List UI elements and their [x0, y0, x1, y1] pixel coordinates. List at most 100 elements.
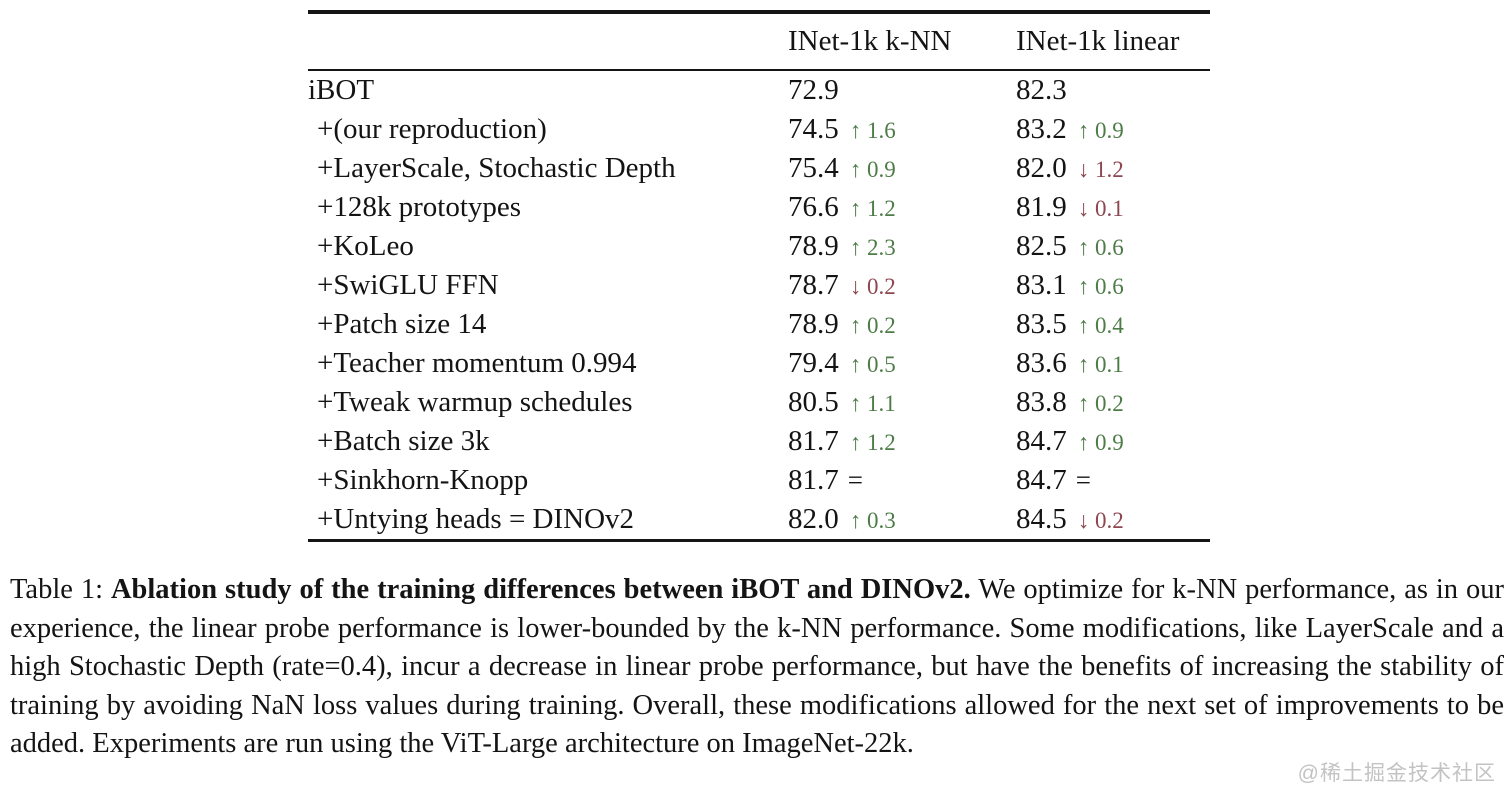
knn-delta: ↑ 0.3	[849, 507, 896, 533]
table-header-row: INet-1k k-NN INet-1k linear	[308, 14, 1210, 69]
linear-value: 84.7	[1016, 463, 1067, 496]
knn-value: 72.9	[788, 73, 839, 106]
linear-value: 81.9	[1016, 190, 1067, 223]
caption-bold-title: Ablation study of the training differenc…	[110, 574, 971, 605]
knn-cell: 78.9 ↑ 0.2	[788, 308, 1016, 341]
linear-value: 83.6	[1016, 346, 1067, 379]
row-label: +Untying heads = DINOv2	[317, 502, 635, 535]
knn-cell: 79.4 ↑ 0.5	[788, 347, 1016, 380]
table-row: +Sinkhorn-Knopp 81.7 = 84.7 =	[308, 461, 1210, 500]
knn-value: 76.6	[788, 190, 839, 223]
knn-cell: 75.4 ↑ 0.9	[788, 152, 1016, 185]
linear-cell: 81.9 ↓ 0.1	[1016, 191, 1210, 224]
row-label: iBOT	[308, 73, 375, 106]
linear-value: 82.5	[1016, 229, 1067, 262]
knn-cell: 74.5 ↑ 1.6	[788, 113, 1016, 146]
caption-body: We optimize for k-NN performance, as in …	[10, 574, 1504, 760]
linear-delta: ↑ 0.9	[1077, 429, 1124, 455]
table-row: +Teacher momentum 0.994 79.4 ↑ 0.5 83.6 ↑ …	[308, 344, 1210, 383]
table-header-rule	[308, 68, 1210, 71]
knn-delta: ↑ 1.2	[849, 195, 896, 221]
knn-delta: =	[847, 464, 863, 495]
table-row: +SwiGLU FFN 78.7 ↓ 0.2 83.1 ↑ 0.6	[308, 266, 1210, 305]
table-row: +KoLeo 78.9 ↑ 2.3 82.5 ↑ 0.6	[308, 227, 1210, 266]
linear-cell: 83.8 ↑ 0.2	[1016, 386, 1210, 419]
knn-value: 75.4	[788, 151, 839, 184]
linear-value: 82.3	[1016, 73, 1067, 106]
knn-value: 78.9	[788, 229, 839, 262]
linear-value: 83.5	[1016, 307, 1067, 340]
knn-delta: ↑ 0.2	[849, 312, 896, 338]
knn-value: 82.0	[788, 502, 839, 535]
knn-value: 81.7	[788, 463, 839, 496]
column-header-knn: INet-1k k-NN	[788, 24, 952, 57]
linear-cell: 83.5 ↑ 0.4	[1016, 308, 1210, 341]
row-label: +128k prototypes	[317, 190, 522, 223]
knn-cell: 76.6 ↑ 1.2	[788, 191, 1016, 224]
knn-value: 74.5	[788, 112, 839, 145]
linear-cell: 82.0 ↓ 1.2	[1016, 152, 1210, 185]
row-label: +LayerScale, Stochastic Depth	[317, 151, 676, 184]
row-label: +Batch size 3k	[317, 424, 490, 457]
knn-cell: 72.9	[788, 74, 1016, 107]
row-label: +Patch size 14	[317, 307, 487, 340]
linear-cell: 83.2 ↑ 0.9	[1016, 113, 1210, 146]
row-label: +Sinkhorn-Knopp	[317, 463, 529, 496]
table-row: +128k prototypes 76.6 ↑ 1.2 81.9 ↓ 0.1	[308, 188, 1210, 227]
knn-cell: 78.7 ↓ 0.2	[788, 269, 1016, 302]
table-row: +(our reproduction) 74.5 ↑ 1.6 83.2 ↑ 0.9	[308, 110, 1210, 149]
linear-cell: 82.5 ↑ 0.6	[1016, 230, 1210, 263]
linear-value: 83.8	[1016, 385, 1067, 418]
row-label: +SwiGLU FFN	[317, 268, 499, 301]
linear-cell: 84.7 =	[1016, 464, 1210, 497]
linear-cell: 82.3	[1016, 74, 1210, 107]
table-row: +Batch size 3k 81.7 ↑ 1.2 84.7 ↑ 0.9	[308, 422, 1210, 461]
linear-delta: ↓ 0.1	[1077, 195, 1124, 221]
knn-delta: ↑ 0.5	[849, 351, 896, 377]
table-caption: Table 1: Ablation study of the training …	[10, 571, 1504, 764]
watermark: @稀土掘金技术社区	[1297, 762, 1496, 785]
table-row: +Untying heads = DINOv2 82.0 ↑ 0.3 84.5 ↓ …	[308, 500, 1210, 539]
knn-value: 81.7	[788, 424, 839, 457]
linear-value: 84.7	[1016, 424, 1067, 457]
table-bottom-rule	[308, 538, 1210, 542]
knn-cell: 78.9 ↑ 2.3	[788, 230, 1016, 263]
linear-cell: 83.6 ↑ 0.1	[1016, 347, 1210, 380]
row-label: +(our reproduction)	[317, 112, 547, 145]
linear-delta: ↑ 0.1	[1077, 351, 1124, 377]
knn-cell: 81.7 =	[788, 464, 1016, 497]
table-row: +Patch size 14 78.9 ↑ 0.2 83.5 ↑ 0.4	[308, 305, 1210, 344]
linear-value: 82.0	[1016, 151, 1067, 184]
table-row: +Tweak warmup schedules 80.5 ↑ 1.1 83.8 ↑ …	[308, 383, 1210, 422]
linear-cell: 84.5 ↓ 0.2	[1016, 503, 1210, 536]
knn-cell: 81.7 ↑ 1.2	[788, 425, 1016, 458]
knn-delta: ↑ 0.9	[849, 156, 896, 182]
knn-delta: ↑ 1.6	[849, 117, 896, 143]
linear-value: 83.1	[1016, 268, 1067, 301]
linear-cell: 84.7 ↑ 0.9	[1016, 425, 1210, 458]
caption-prefix: Table 1:	[10, 574, 111, 605]
linear-delta: =	[1075, 464, 1091, 495]
linear-delta: ↓ 0.2	[1077, 507, 1124, 533]
table-top-rule	[308, 10, 1210, 14]
knn-delta: ↓ 0.2	[849, 273, 896, 299]
linear-cell: 83.1 ↑ 0.6	[1016, 269, 1210, 302]
linear-delta: ↑ 0.2	[1077, 390, 1124, 416]
linear-value: 83.2	[1016, 112, 1067, 145]
row-label: +KoLeo	[317, 229, 414, 262]
linear-delta: ↑ 0.4	[1077, 312, 1124, 338]
linear-delta: ↓ 1.2	[1077, 156, 1124, 182]
linear-value: 84.5	[1016, 502, 1067, 535]
knn-cell: 80.5 ↑ 1.1	[788, 386, 1016, 419]
knn-value: 80.5	[788, 385, 839, 418]
knn-delta: ↑ 1.2	[849, 429, 896, 455]
linear-delta: ↑ 0.6	[1077, 234, 1124, 260]
knn-value: 79.4	[788, 346, 839, 379]
ablation-table: INet-1k k-NN INet-1k linear iBOT 72.9 82…	[308, 10, 1210, 542]
knn-value: 78.9	[788, 307, 839, 340]
knn-cell: 82.0 ↑ 0.3	[788, 503, 1016, 536]
linear-delta: ↑ 0.6	[1077, 273, 1124, 299]
linear-delta: ↑ 0.9	[1077, 117, 1124, 143]
table-row: +LayerScale, Stochastic Depth 75.4 ↑ 0.9 …	[308, 149, 1210, 188]
row-label: +Teacher momentum 0.994	[317, 346, 637, 379]
